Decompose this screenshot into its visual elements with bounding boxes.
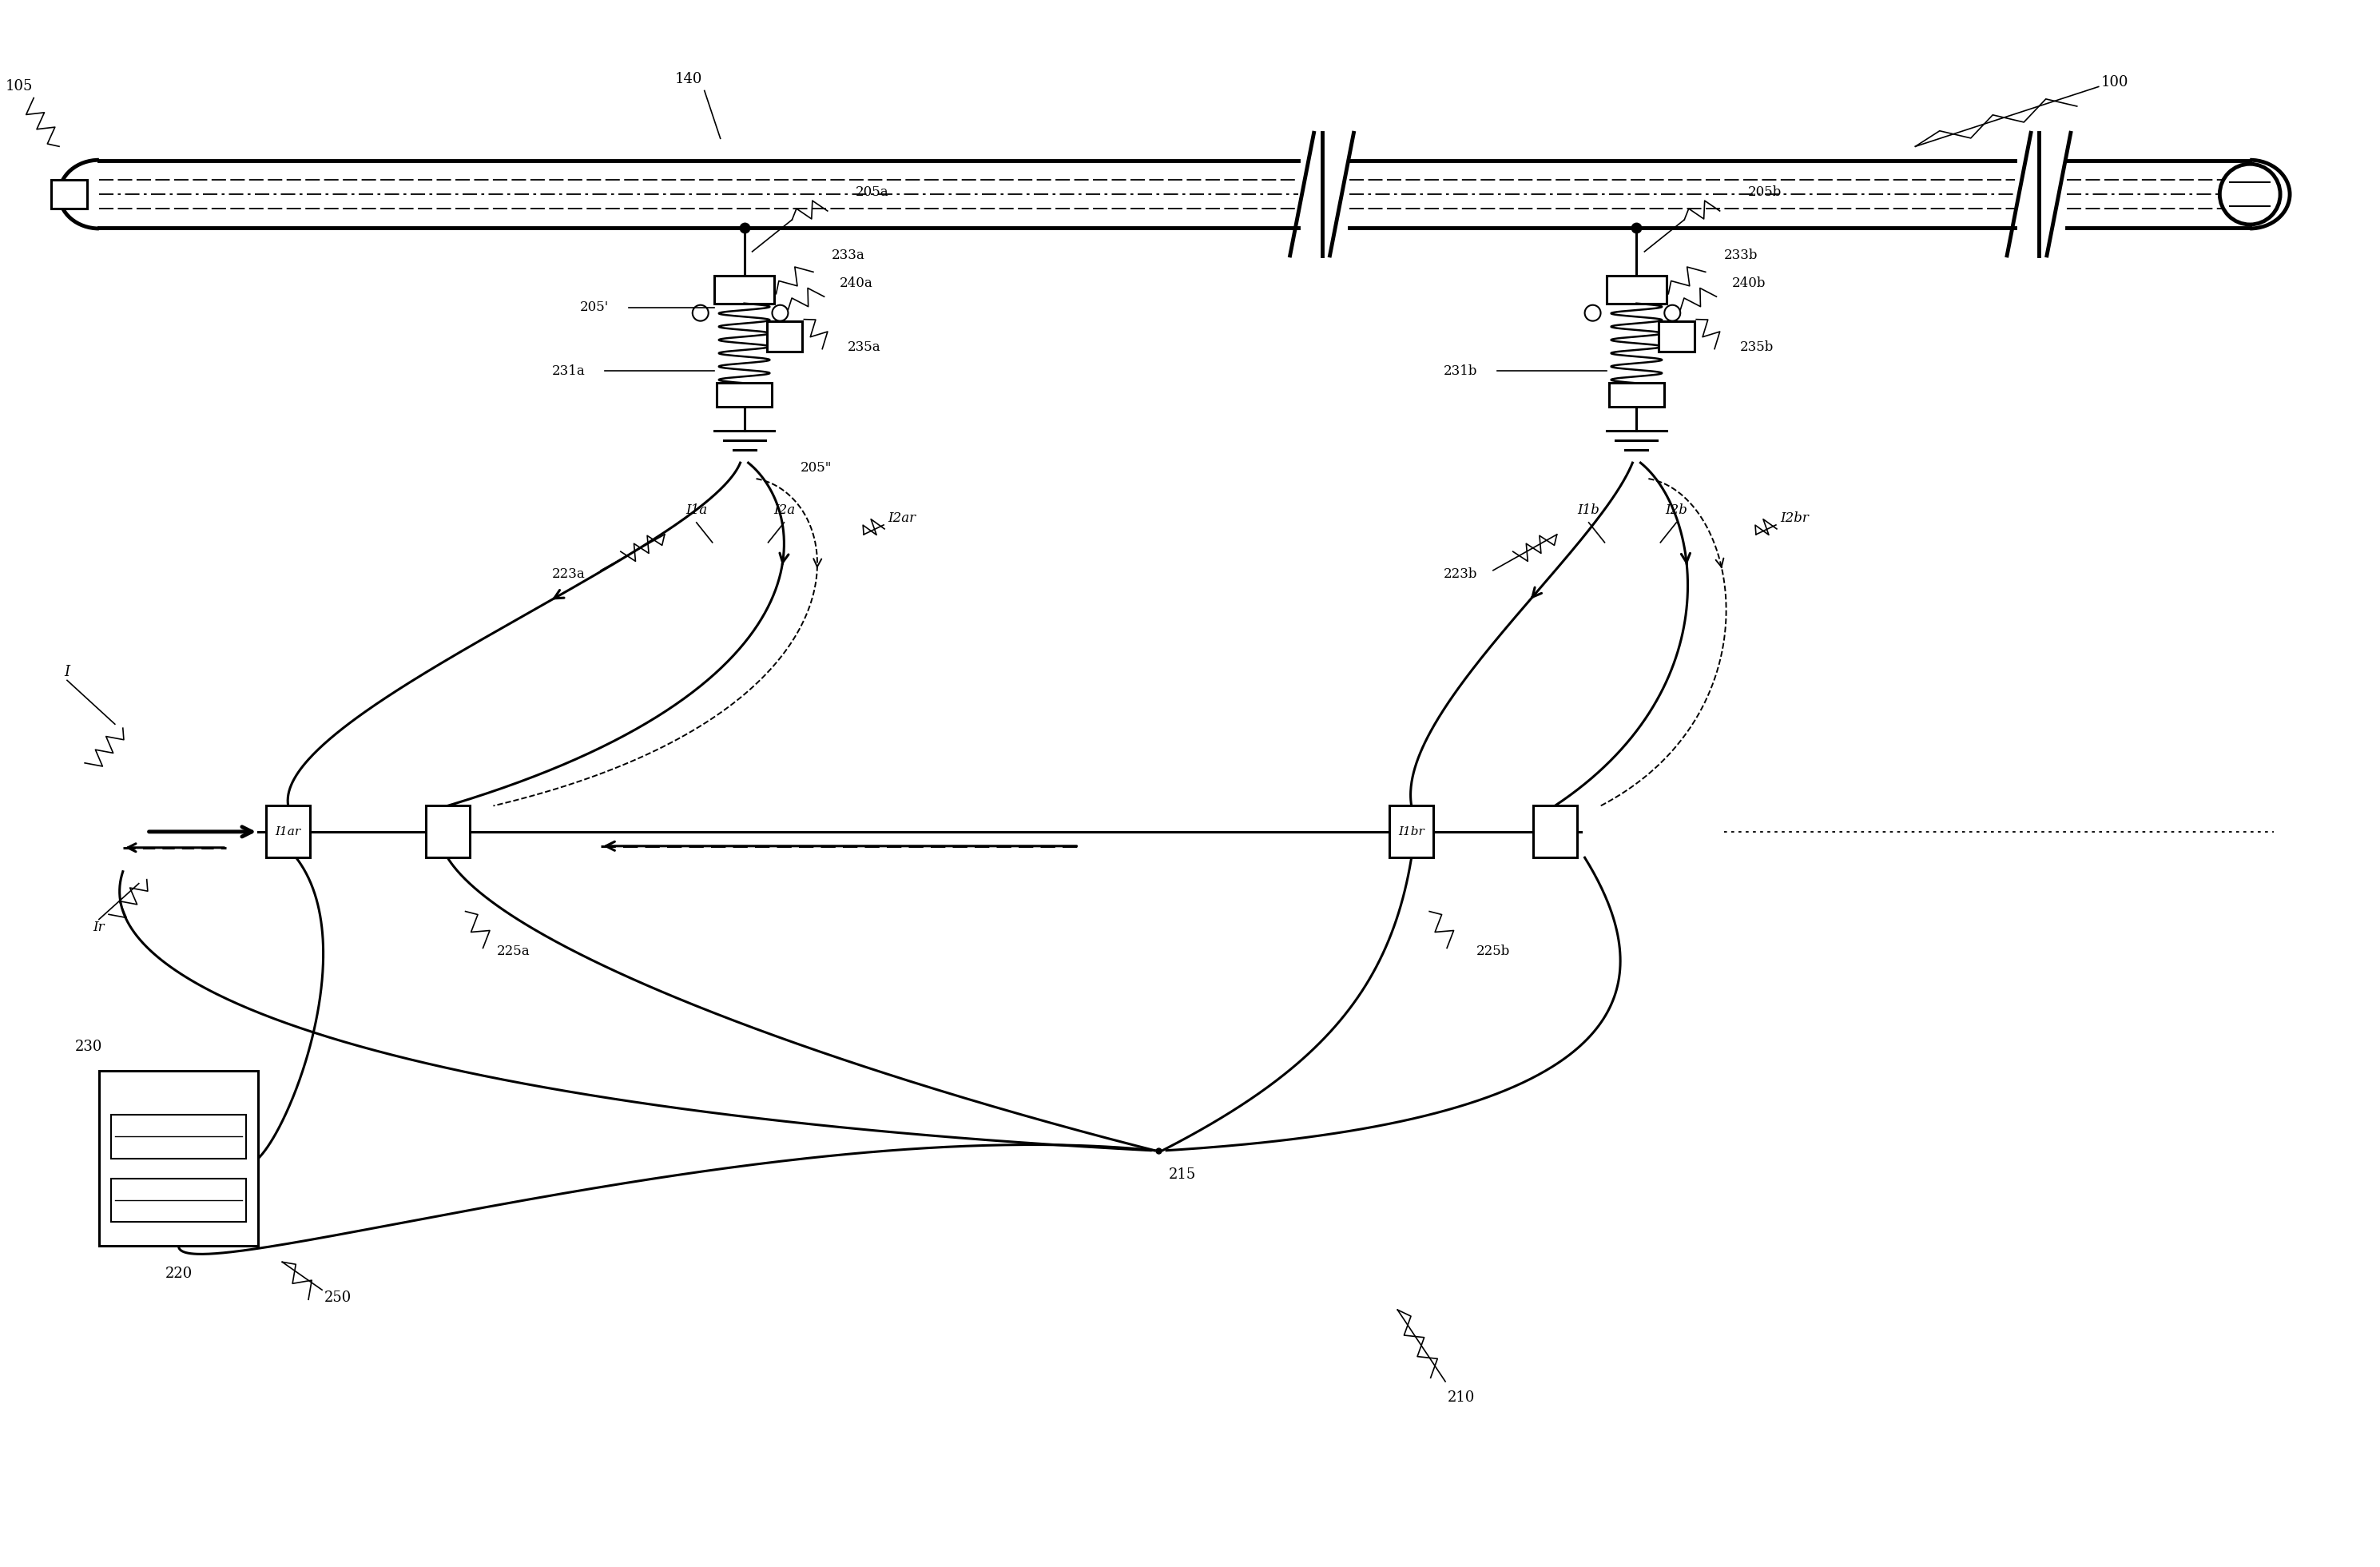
Text: 205': 205' [581,301,609,315]
Text: 220: 220 [164,1266,193,1282]
Text: I1a: I1a [685,505,707,517]
Text: I1ar: I1ar [276,826,300,837]
Text: I2b: I2b [1666,505,1687,517]
Text: I2a: I2a [774,505,795,517]
Text: I2br: I2br [1780,512,1809,525]
Text: 223a: 223a [552,567,585,581]
Text: I: I [64,664,69,680]
Text: 210: 210 [1447,1390,1476,1404]
Text: 233a: 233a [833,249,866,262]
Bar [100,1070,259,1246]
Text: 240b: 240b [1733,277,1766,290]
Text: 105: 105 [5,80,33,94]
Bar [267,805,309,857]
Bar [1606,276,1666,304]
Text: 231a: 231a [552,365,585,378]
Bar [112,1114,248,1158]
Bar [716,382,771,407]
Circle shape [2221,165,2280,224]
Text: 205": 205" [800,461,831,475]
Text: Ir: Ir [93,920,105,934]
Bar [1609,382,1664,407]
Bar [766,321,802,351]
Text: 225a: 225a [497,945,531,957]
Text: 100: 100 [2102,75,2128,89]
Bar [714,276,773,304]
Text: 231b: 231b [1442,365,1478,378]
Text: 250: 250 [324,1291,352,1305]
Bar [112,1178,248,1222]
Text: 235a: 235a [847,340,881,354]
Bar [426,805,469,857]
Text: 205b: 205b [1747,185,1783,199]
Text: 223b: 223b [1442,567,1478,581]
Text: 240a: 240a [840,277,873,290]
Bar [1659,321,1695,351]
Bar [52,180,88,208]
Text: I2ar: I2ar [888,512,916,525]
Bar [1390,805,1433,857]
Text: 233b: 233b [1723,249,1759,262]
Text: 235b: 235b [1740,340,1773,354]
Text: 225b: 225b [1476,945,1509,957]
Text: 205a: 205a [857,185,890,199]
Bar [1533,805,1578,857]
Text: I1br: I1br [1399,826,1426,837]
Text: 215: 215 [1169,1167,1197,1182]
Text: 140: 140 [676,72,702,86]
Text: 230: 230 [76,1039,102,1055]
Text: I1b: I1b [1578,505,1599,517]
